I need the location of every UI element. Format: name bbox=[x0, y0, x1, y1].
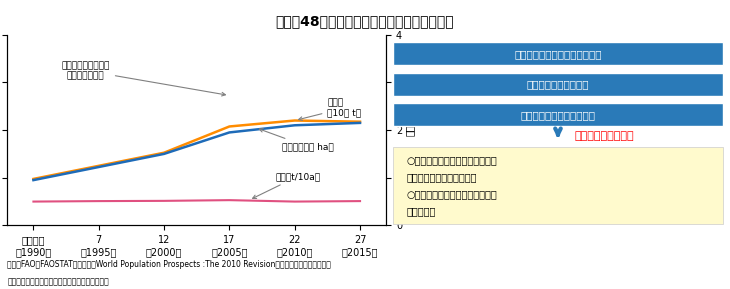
Text: 単収（t/10a）: 単収（t/10a） bbox=[253, 172, 320, 199]
Text: ○生産性及び持続性向上のための: ○生産性及び持続性向上のための bbox=[407, 155, 497, 165]
Text: 収穫面積の拡大の限界: 収穫面積の拡大の限界 bbox=[527, 79, 589, 89]
Text: 増加する人口及びヤムイモ需要: 増加する人口及びヤムイモ需要 bbox=[514, 49, 602, 59]
Text: 依然として低い収量レベル: 依然として低い収量レベル bbox=[520, 110, 596, 120]
Text: 図２－48　アフリカにおけるイモ類増産支援: 図２－48 アフリカにおけるイモ類増産支援 bbox=[276, 14, 454, 28]
Text: 土壌肥培管理技術の改善: 土壌肥培管理技術の改善 bbox=[407, 172, 477, 182]
Text: 注：生産量、収穫面積、単収は、ヤムイモの数値: 注：生産量、収穫面積、単収は、ヤムイモの数値 bbox=[7, 277, 109, 286]
Text: 術の改良: 術の改良 bbox=[407, 206, 436, 216]
FancyBboxPatch shape bbox=[393, 42, 723, 65]
Text: 生産性の向上が急務: 生産性の向上が急務 bbox=[575, 131, 634, 141]
Text: 生産量
（10万 t）: 生産量 （10万 t） bbox=[299, 98, 361, 121]
Text: 収穫面積（万 ha）: 収穫面積（万 ha） bbox=[259, 129, 334, 151]
Text: 西アフリカにおける
人口（右目盛）: 西アフリカにおける 人口（右目盛） bbox=[61, 61, 226, 96]
Text: 資料：FAO「FAOSTAT」、国連「World Population Prospects :The 2010 Revision」を基に農林水産省で作成: 資料：FAO「FAOSTAT」、国連「World Population Pros… bbox=[7, 260, 331, 269]
Y-axis label: 億人: 億人 bbox=[405, 124, 415, 136]
Text: ○遺伝資源の特性評価及び選抜技: ○遺伝資源の特性評価及び選抜技 bbox=[407, 189, 497, 199]
FancyBboxPatch shape bbox=[393, 147, 723, 223]
FancyBboxPatch shape bbox=[393, 103, 723, 126]
FancyBboxPatch shape bbox=[393, 73, 723, 96]
